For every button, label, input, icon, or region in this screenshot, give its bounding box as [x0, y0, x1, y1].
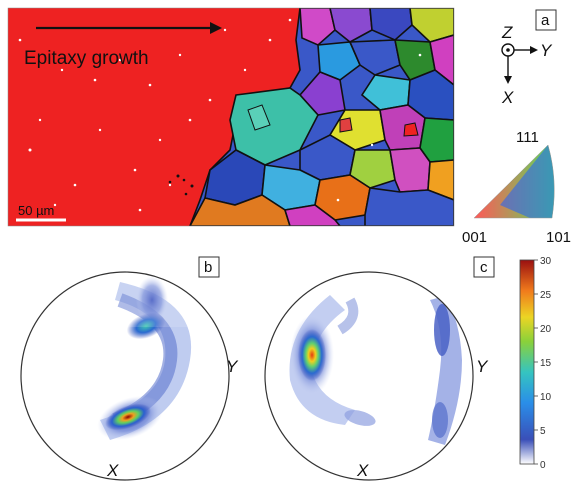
colorbar-tick-label: 0	[540, 460, 546, 471]
pole-figure-c-circle	[264, 271, 474, 481]
colorbar-tick-label: 20	[540, 324, 552, 335]
ebsd-grains	[189, 8, 454, 226]
axis-x-label: X	[501, 88, 514, 107]
colorbar-tick-label: 30	[540, 256, 552, 267]
panel-label-c: c	[480, 259, 488, 276]
scale-bar-label: 50 µm	[18, 203, 54, 218]
ebsd-map	[8, 8, 454, 226]
growth-arrow-label: Epitaxy growth	[24, 48, 149, 69]
ipf-label-101: 101	[546, 229, 571, 246]
panel-label-a: a	[541, 12, 550, 29]
panel-label-b: b	[204, 259, 212, 276]
panel-label-c-box	[473, 256, 495, 278]
colorbar-tick-label: 15	[540, 358, 552, 369]
ebsd-map-frame	[7, 7, 455, 227]
axes-triad	[501, 43, 538, 84]
colorbar-tick-label: 5	[540, 426, 546, 437]
colorbar-ticks: 30 25 20 15 10 5 0	[534, 256, 552, 471]
ipf-label-111: 111	[516, 129, 539, 146]
panel-label-a-box	[535, 9, 557, 31]
growth-arrow	[36, 22, 222, 34]
axis-z-label: Z	[501, 23, 513, 42]
ipf-label-001: 001	[462, 229, 487, 246]
colorbar-tick-label: 10	[540, 392, 552, 403]
colorbar-tick-label: 25	[540, 290, 552, 301]
ebsd-boundary-dots	[168, 174, 194, 196]
pole-figure-c	[264, 271, 474, 481]
pole-figure-b-x-label: X	[106, 461, 119, 480]
pole-figure-b-y-label: Y	[226, 357, 239, 376]
colorbar	[519, 259, 535, 465]
pole-figure-c-x-label: X	[356, 461, 369, 480]
ipf-triangle	[473, 144, 555, 219]
panel-label-b-box	[198, 256, 220, 278]
pole-figure-c-y-label: Y	[476, 357, 489, 376]
pole-figure-b	[20, 271, 230, 481]
axis-y-label: Y	[540, 41, 553, 60]
ebsd-speckles	[18, 18, 422, 212]
pole-figure-b-circle	[20, 271, 230, 481]
